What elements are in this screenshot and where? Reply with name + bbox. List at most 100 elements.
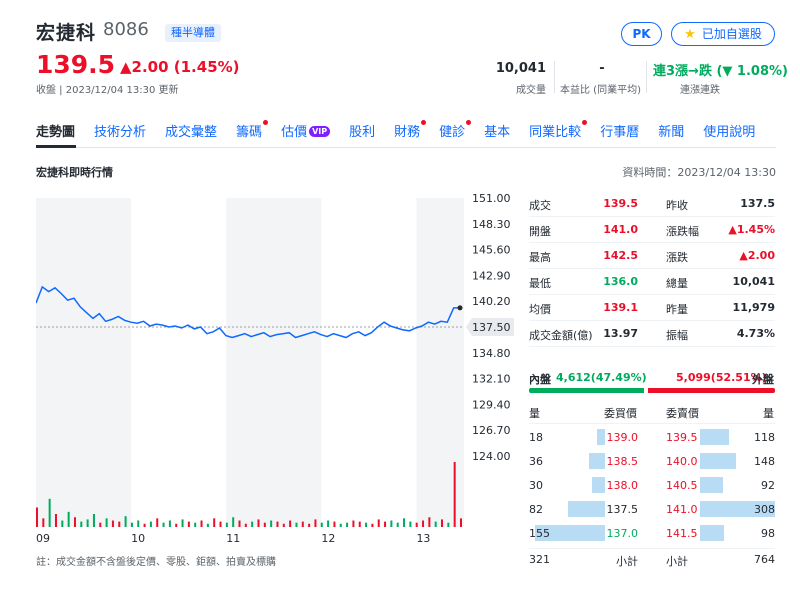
volume-bar xyxy=(42,518,45,527)
volume-bar xyxy=(213,518,216,527)
volume-bar xyxy=(320,522,323,527)
volume-bar xyxy=(333,521,336,527)
tab-peer-label: 同業比較 xyxy=(529,125,582,140)
volume-bar xyxy=(73,517,76,527)
quote-label: 漲跌幅 xyxy=(666,225,699,238)
volume-bar xyxy=(219,521,222,527)
volume-bar xyxy=(447,522,450,527)
tab-help[interactable]: 使用說明 xyxy=(703,125,756,140)
volume-bar xyxy=(86,519,89,527)
volume-bar xyxy=(181,519,184,527)
notification-dot xyxy=(582,120,588,125)
bid-price: 138.5 xyxy=(606,455,639,468)
volume-bar xyxy=(289,520,292,527)
streak-label: 連漲連跌 xyxy=(680,85,720,96)
ask-price-header: 委賣價 xyxy=(666,407,699,420)
y-tick-label: 142.90 xyxy=(472,269,511,282)
volume-bar xyxy=(143,523,146,527)
ask-price: 140.5 xyxy=(666,479,698,492)
quote-label: 振幅 xyxy=(666,329,688,342)
bid-depth-bar xyxy=(535,525,605,541)
y-tick-label: 126.70 xyxy=(472,424,511,437)
quote-value: 139.5 xyxy=(603,197,638,210)
divider xyxy=(646,61,647,93)
bid-qty: 30 xyxy=(529,479,543,492)
quote-value: ▲1.45% xyxy=(728,223,775,236)
volume-value: 10,041 xyxy=(495,61,546,76)
tab-calendar[interactable]: 行事曆 xyxy=(600,125,640,140)
tab-health[interactable]: 健診 xyxy=(439,120,472,145)
watchlist-label: 已加自選股 xyxy=(701,27,762,41)
bid-depth-bar xyxy=(597,429,605,445)
volume-bar xyxy=(206,523,209,527)
volume-bar xyxy=(352,520,355,527)
volume-bar xyxy=(396,522,399,527)
ask-depth-bar xyxy=(700,429,729,445)
tab-technical[interactable]: 技術分析 xyxy=(94,125,147,140)
tab-financial[interactable]: 財務 xyxy=(394,120,427,145)
quote-label: 昨收 xyxy=(666,199,688,212)
streak-value: 連3漲→跌 (▼ 1.08%) xyxy=(653,64,788,79)
tab-news[interactable]: 新聞 xyxy=(658,125,685,140)
watchlist-button[interactable]: ★ 已加自選股 xyxy=(671,22,775,46)
y-tick-label: 145.60 xyxy=(472,244,511,257)
volume-bar xyxy=(339,523,342,527)
tab-bar: 走勢圖 技術分析 成交彙整 籌碼 估價 VIP 股利 財務 健診 基本 同業比較 … xyxy=(36,120,774,145)
volume-bar xyxy=(251,521,254,527)
quote-label: 成交金額(億) xyxy=(529,329,593,342)
quote-label: 均價 xyxy=(529,303,551,316)
star-icon: ★ xyxy=(684,27,696,42)
volume-bar xyxy=(244,523,247,527)
notification-dot xyxy=(263,120,269,125)
volume-label: 成交量 xyxy=(516,85,546,96)
volume-bar xyxy=(377,519,380,527)
tab-chips-label: 籌碼 xyxy=(236,125,263,140)
tab-trades[interactable]: 成交彙整 xyxy=(165,125,218,140)
volume-bar xyxy=(371,523,374,527)
tab-valuation[interactable]: 估價 VIP xyxy=(281,121,331,145)
quote-label: 漲跌 xyxy=(666,251,688,264)
tab-financial-label: 財務 xyxy=(394,125,421,140)
volume-bar xyxy=(415,522,418,527)
subtotal-label: 小計 xyxy=(666,555,688,568)
tab-dividend[interactable]: 股利 xyxy=(349,125,376,140)
tab-peer-compare[interactable]: 同業比較 xyxy=(529,120,588,145)
notification-dot xyxy=(421,120,427,125)
outer-label: 外盤 xyxy=(752,373,774,386)
quote-label: 最低 xyxy=(529,277,551,290)
quote-value: 4.73% xyxy=(736,327,775,340)
volume-bar xyxy=(295,522,298,527)
volume-bar xyxy=(346,522,349,527)
quote-value: 136.0 xyxy=(603,275,638,288)
quote-value: 139.1 xyxy=(603,301,638,314)
sector-badge[interactable]: 種半導體 xyxy=(165,24,221,42)
tab-chips[interactable]: 籌碼 xyxy=(236,120,269,145)
volume-bar xyxy=(200,520,203,527)
tab-basic[interactable]: 基本 xyxy=(484,125,511,140)
volume-bar xyxy=(422,520,425,527)
pe-label: 本益比 (同業平均) xyxy=(560,85,641,96)
subtotal-label: 小計 xyxy=(616,555,638,568)
intraday-chart[interactable]: 151.00 148.30 145.60 142.90 140.20 134.80 132.… xyxy=(36,192,526,532)
outer-value: 5,099(52.51%) xyxy=(676,371,767,384)
session-band xyxy=(416,198,464,527)
volume-bar xyxy=(282,523,285,527)
x-tick-label: 09 xyxy=(36,532,50,545)
ask-total: 764 xyxy=(754,553,775,566)
stock-code: 8086 xyxy=(103,19,149,40)
y-tick-label: 148.30 xyxy=(472,218,511,231)
divider xyxy=(529,216,775,217)
pk-button[interactable]: PK xyxy=(621,22,662,46)
bid-qty: 18 xyxy=(529,431,543,444)
session-band xyxy=(36,198,132,527)
data-time: 資料時間：2023/12/04 13:30 xyxy=(622,166,776,179)
quote-value: 13.97 xyxy=(603,327,638,340)
divider xyxy=(529,294,775,295)
bid-depth-bar xyxy=(589,453,605,469)
volume-bar xyxy=(270,520,273,527)
tab-trend[interactable]: 走勢圖 xyxy=(36,125,76,140)
pe-value: - xyxy=(599,61,605,76)
bid-price-header: 委買價 xyxy=(604,407,637,420)
volume-bar xyxy=(314,519,317,527)
volume-bar xyxy=(428,517,431,527)
